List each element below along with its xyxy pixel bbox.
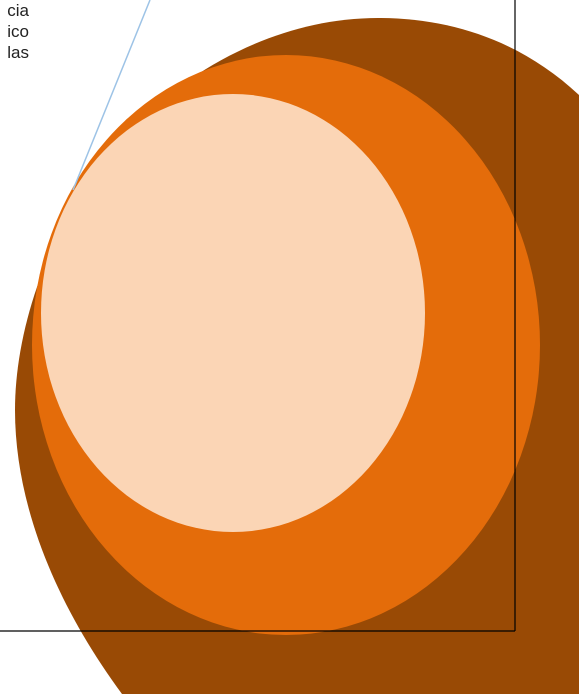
text-line: cia [7,1,29,20]
leader-line [72,0,151,191]
inner-circle-shape [41,94,425,532]
body-text-fragment: cia ico las [0,0,29,63]
text-line: las [7,43,29,62]
text-line: ico [7,22,29,41]
